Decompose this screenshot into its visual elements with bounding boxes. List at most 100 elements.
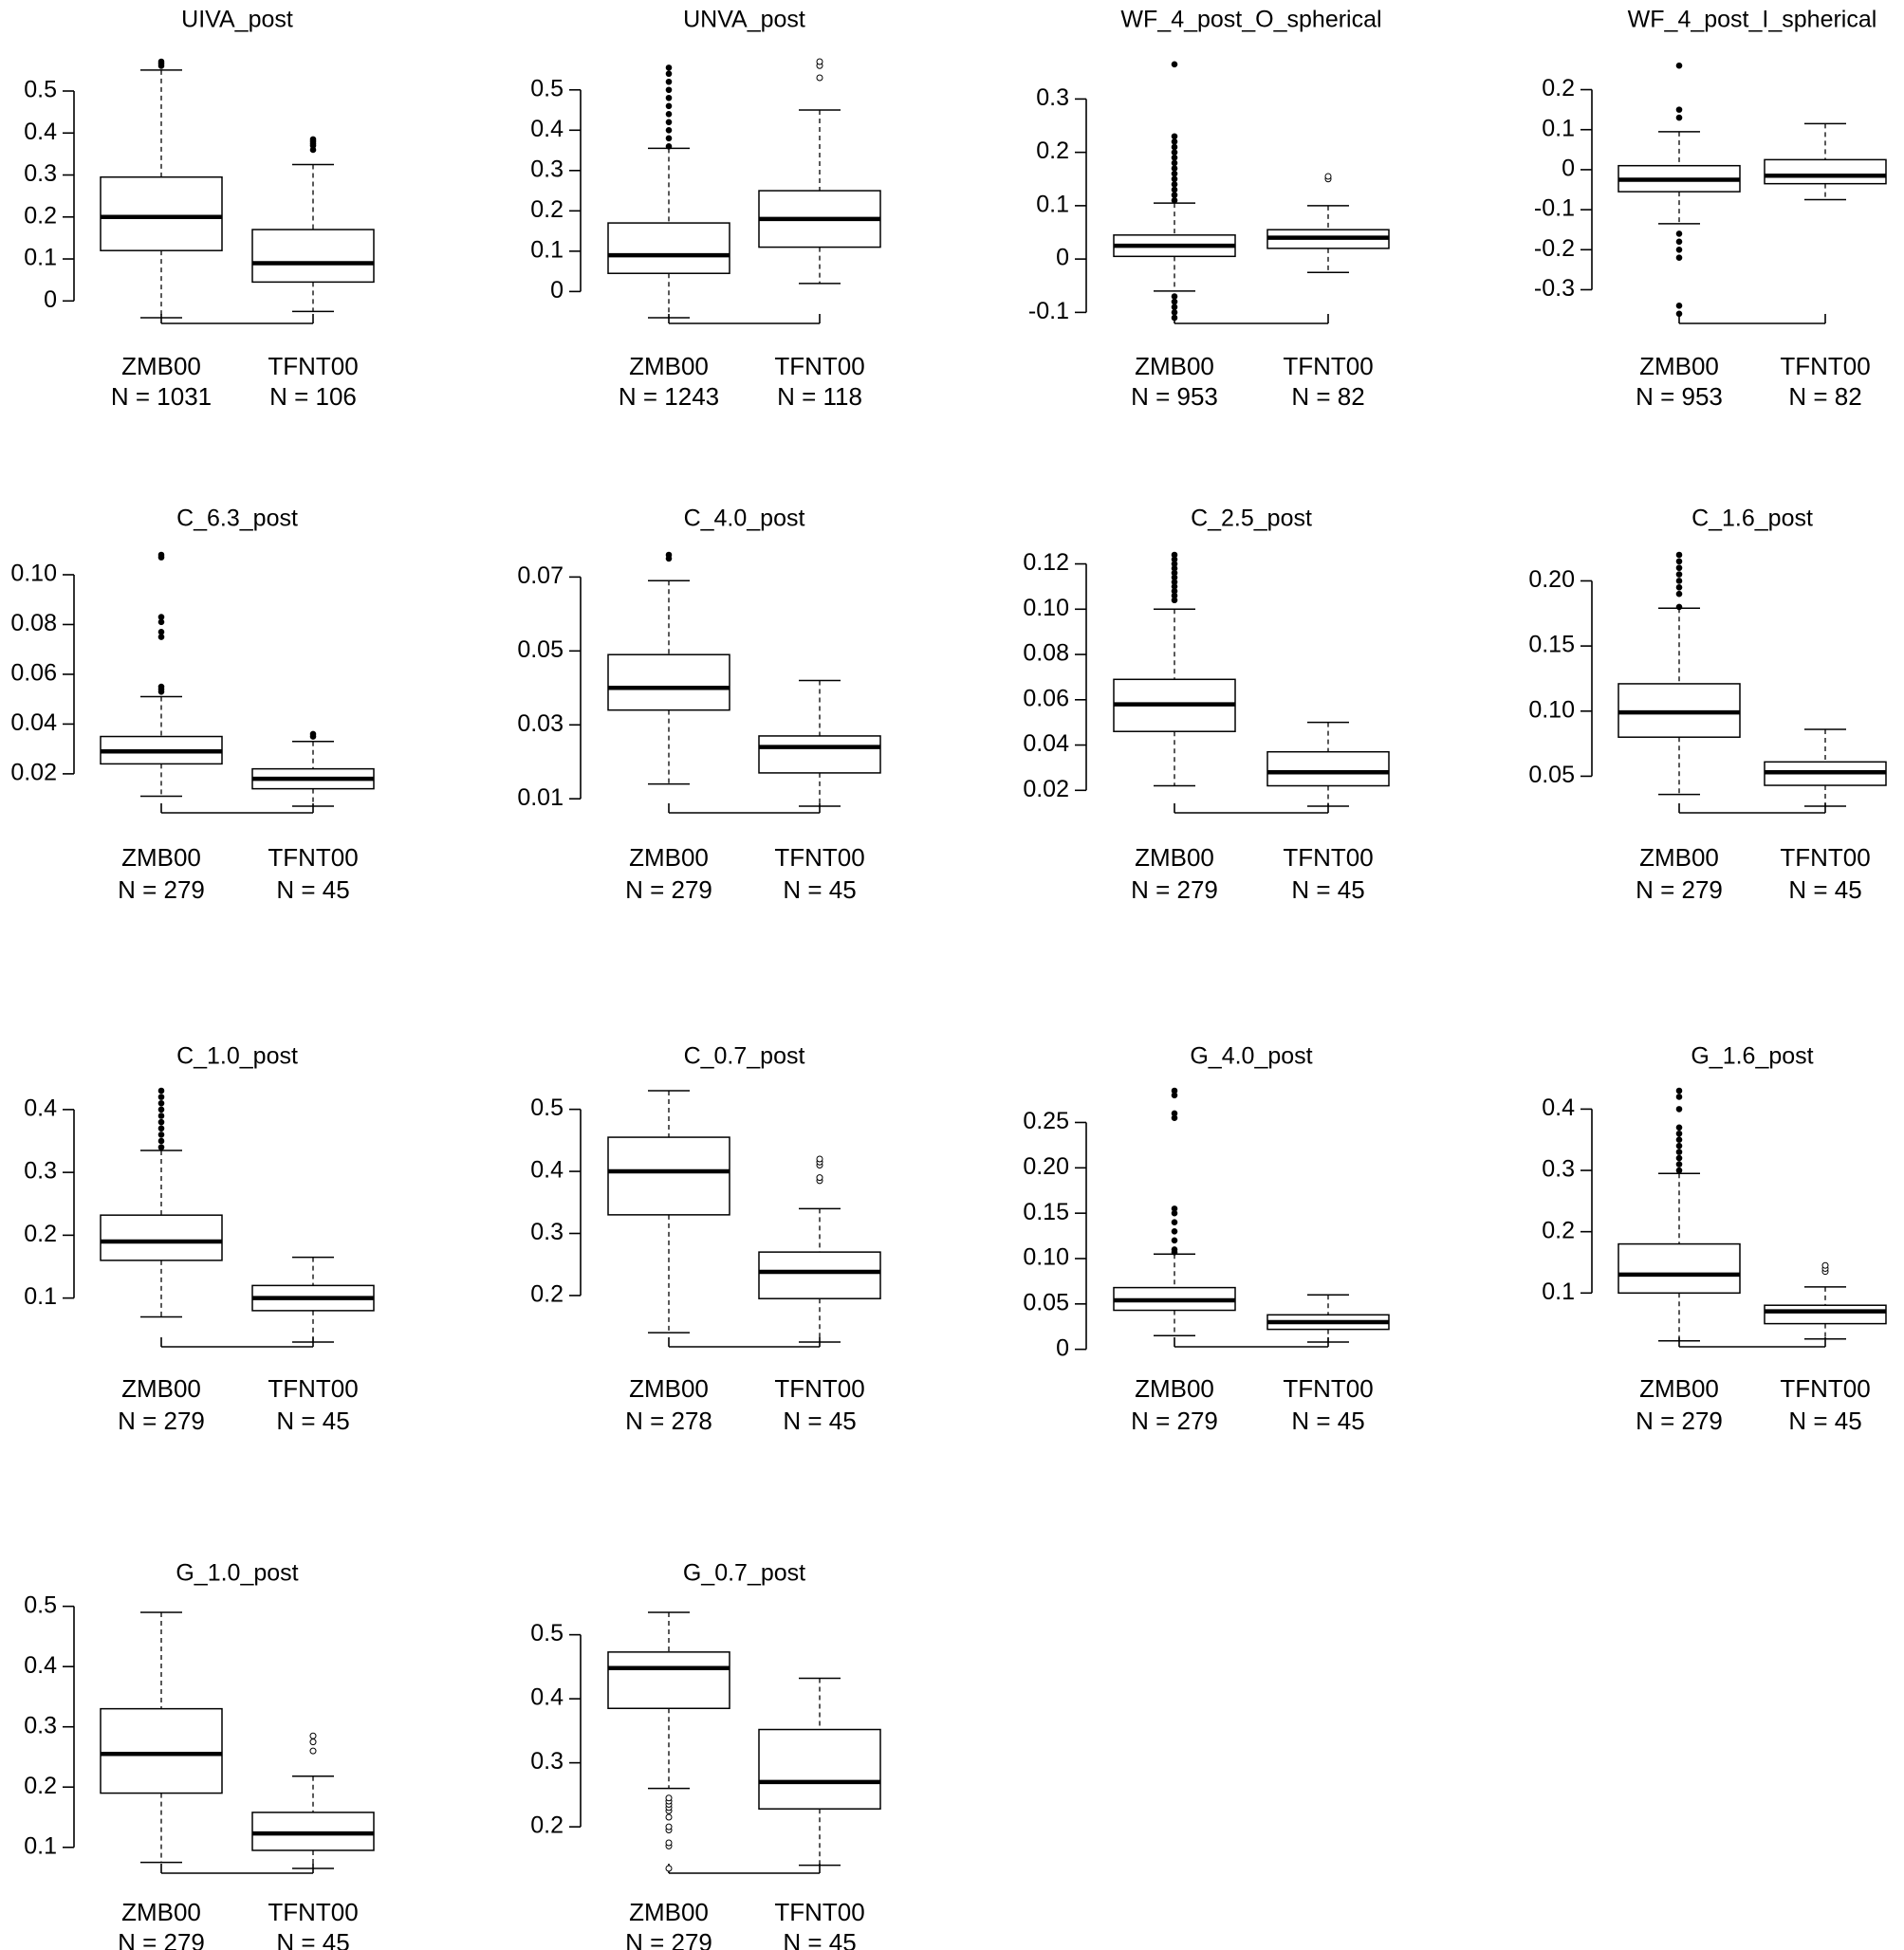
y-tick-label: 0.2 <box>530 196 564 223</box>
outlier-point <box>1171 159 1178 167</box>
outlier-point <box>1675 1167 1683 1174</box>
outlier-point <box>1171 181 1178 188</box>
group-n-label: N = 279 <box>1131 1407 1218 1435</box>
group-n-label: N = 279 <box>118 1407 205 1435</box>
outlier-point <box>1171 1219 1178 1226</box>
y-tick-label: 0 <box>1056 245 1069 271</box>
panel-title: C_2.5_post <box>1191 506 1312 532</box>
y-tick-label: 0.5 <box>24 77 57 103</box>
group-label: TFNT00 <box>774 1898 864 1926</box>
outlier-point <box>1171 192 1178 198</box>
outlier-point <box>816 1155 823 1163</box>
outlier-point <box>1675 590 1683 598</box>
outlier-point <box>1675 303 1683 309</box>
outlier-point <box>157 1099 165 1107</box>
group-label: ZMB00 <box>121 352 201 380</box>
outlier-point <box>1675 230 1683 237</box>
group-label: TFNT00 <box>1780 1374 1870 1403</box>
outlier-point <box>1675 254 1683 262</box>
iqr-box <box>607 1651 730 1709</box>
outlier-point <box>157 1087 165 1095</box>
iqr-box <box>607 222 730 274</box>
outlier-point <box>1171 61 1178 68</box>
outlier-point <box>1171 196 1178 204</box>
y-tick-label: 0.4 <box>1542 1095 1575 1121</box>
boxplot-panel: C_0.7_post 0.5 0.4 0.3 0.2 ZMB00 N = 278 TFNT00… <box>530 1043 881 1435</box>
outlier-point <box>1171 1237 1178 1244</box>
outlier-point <box>665 64 673 71</box>
outlier-point <box>816 74 823 82</box>
boxplot-panel: C_1.6_post 0.20 0.15 0.10 0.05 ZMB00 N = 279 TF… <box>1528 506 1887 904</box>
y-tick-label: 0.10 <box>1023 595 1069 621</box>
outlier-point <box>1675 1161 1683 1168</box>
outlier-point <box>1675 1154 1683 1162</box>
group-label: TFNT00 <box>774 1374 864 1403</box>
y-tick-label: 0.1 <box>1036 191 1069 217</box>
outlier-point <box>1171 149 1178 156</box>
y-tick-label: 0.1 <box>24 1832 57 1859</box>
outlier-point <box>157 1113 165 1119</box>
group-n-label: N = 1031 <box>111 382 212 411</box>
group-n-label: N = 1243 <box>619 382 719 411</box>
group-label: TFNT00 <box>268 1374 358 1403</box>
outlier-point <box>1675 1094 1683 1100</box>
group-label: TFNT00 <box>1780 352 1870 380</box>
y-tick-label: 0.2 <box>1542 75 1575 101</box>
outlier-point <box>665 102 673 110</box>
outlier-point <box>1171 165 1178 172</box>
outlier-point <box>1171 314 1178 322</box>
outlier-point <box>1675 1149 1683 1155</box>
y-tick-label: 0.2 <box>24 1221 57 1247</box>
y-tick-label: 0.03 <box>517 710 564 737</box>
group-n-label: N = 279 <box>118 1928 205 1950</box>
y-tick-label: 0.06 <box>10 660 57 687</box>
group-n-label: N = 45 <box>783 1928 856 1950</box>
iqr-box <box>758 1728 881 1810</box>
group-n-label: N = 953 <box>1131 382 1218 411</box>
y-tick-label: 0.4 <box>530 1157 564 1184</box>
panel-title: G_1.6_post <box>1691 1043 1813 1070</box>
panel-title: C_0.7_post <box>684 1043 805 1070</box>
outlier-point <box>665 110 673 118</box>
y-tick-label: 0.05 <box>1528 762 1575 788</box>
iqr-box <box>1266 750 1390 787</box>
outlier-point <box>1675 564 1683 572</box>
group-label: ZMB00 <box>629 1898 709 1926</box>
y-tick-label: 0.08 <box>1023 640 1069 667</box>
y-tick-label: 0.02 <box>10 760 57 786</box>
outlier-point <box>816 58 823 65</box>
outlier-point <box>816 1174 823 1182</box>
outlier-point <box>309 136 317 143</box>
outlier-point <box>1171 1110 1178 1117</box>
y-tick-label: 0.4 <box>24 1095 57 1121</box>
y-tick-label: 0.3 <box>24 1158 57 1185</box>
group-label: TFNT00 <box>268 843 358 872</box>
group-n-label: N = 106 <box>269 382 357 411</box>
outlier-point <box>1171 1087 1178 1095</box>
outlier-point <box>665 119 673 126</box>
y-tick-label: -0.1 <box>1028 298 1069 324</box>
y-tick-label: 0.3 <box>24 160 57 187</box>
outlier-point <box>157 1137 165 1145</box>
outlier-point <box>1675 551 1683 559</box>
y-tick-label: 0.1 <box>24 245 57 271</box>
y-tick-label: 0.2 <box>1036 138 1069 164</box>
y-tick-label: 0.15 <box>1528 632 1575 658</box>
group-label: ZMB00 <box>1135 843 1214 872</box>
outlier-point <box>665 94 673 101</box>
group-n-label: N = 45 <box>276 1407 349 1435</box>
outlier-point <box>157 683 165 690</box>
iqr-box <box>607 653 730 711</box>
boxplot-panel: G_4.0_post 0.25 0.20 0.15 0.10 0.05 0 ZMB00 N = … <box>1023 1043 1390 1435</box>
outlier-point <box>665 551 673 559</box>
group-n-label: N = 279 <box>118 875 205 904</box>
y-tick-label: 0.08 <box>10 610 57 636</box>
outlier-point <box>1171 175 1178 183</box>
panel-title: WF_4_post_O_spherical <box>1120 7 1381 33</box>
outlier-point <box>157 551 165 559</box>
y-tick-label: 0.10 <box>1528 696 1575 723</box>
iqr-box <box>1617 1242 1741 1295</box>
